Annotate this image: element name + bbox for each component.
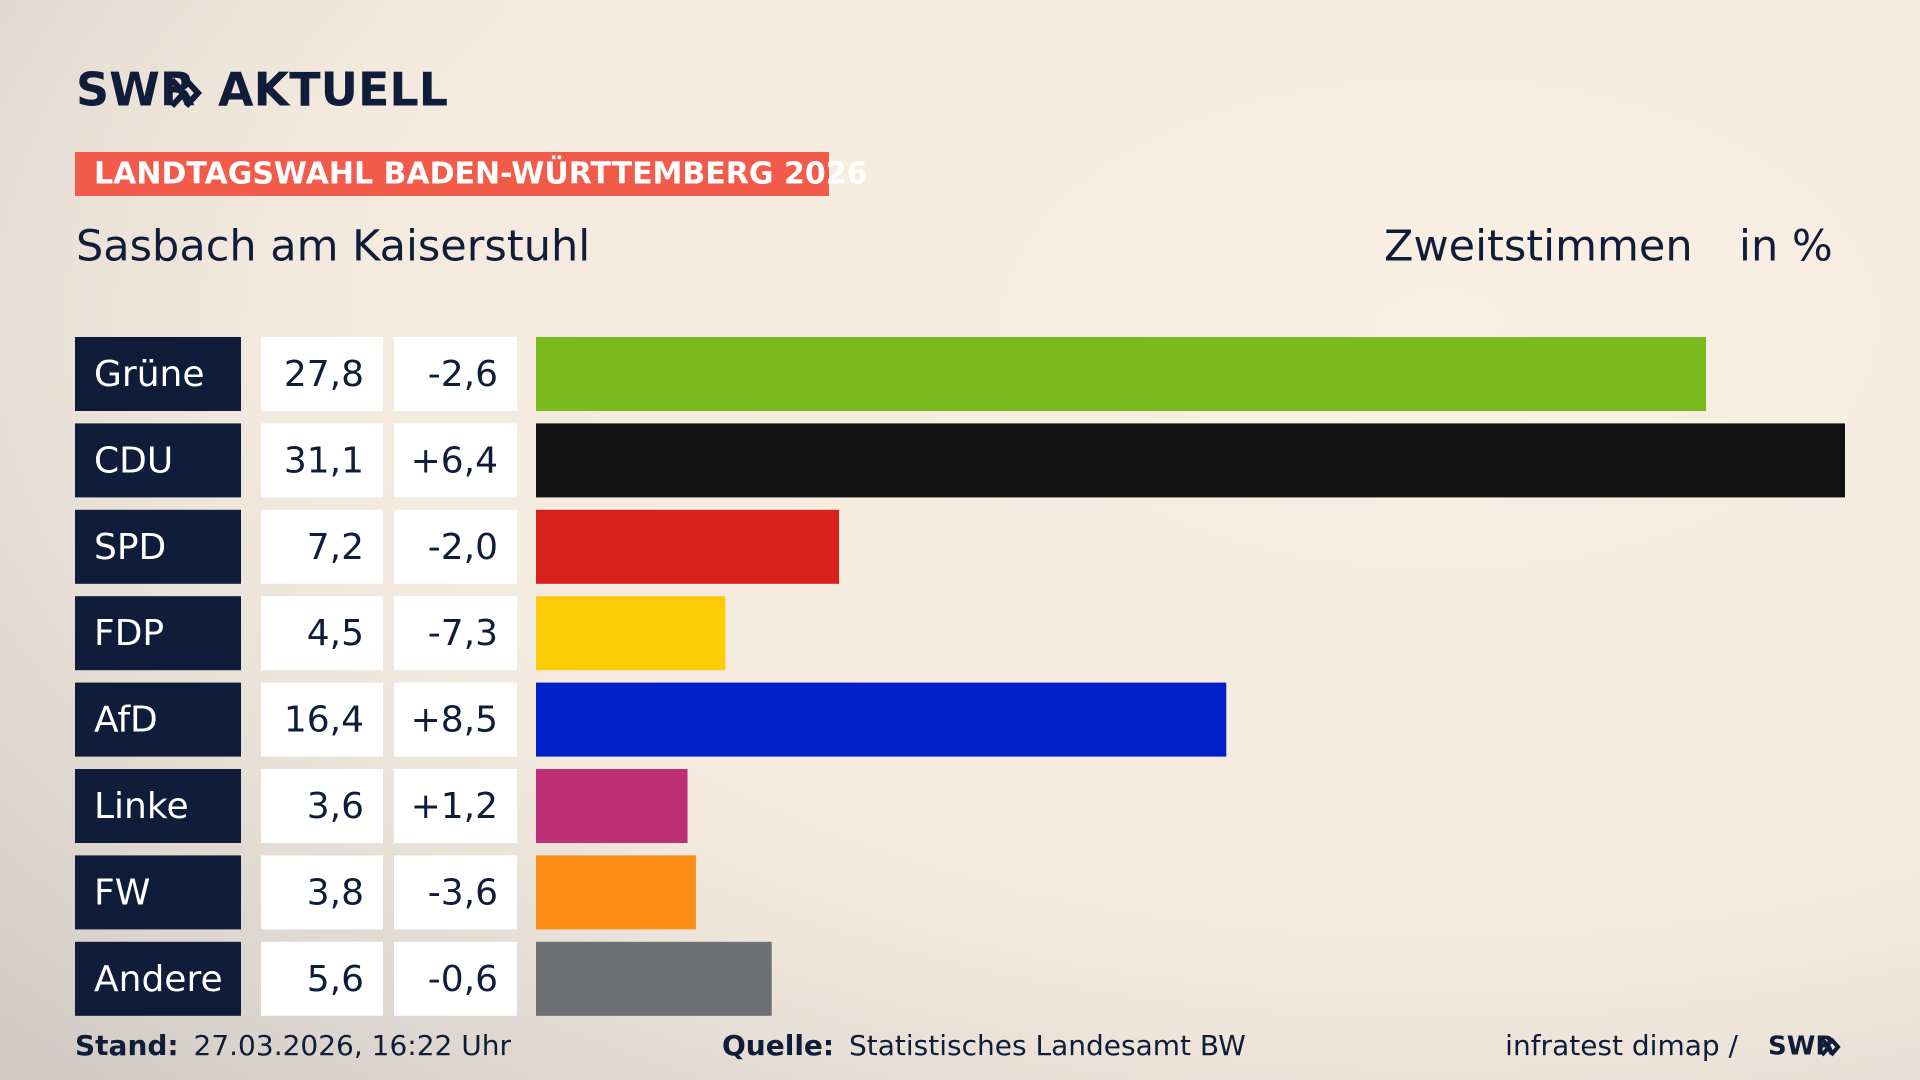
change-label: -2,0	[428, 527, 498, 568]
value-label: 7,2	[307, 527, 364, 568]
party-cell	[75, 682, 241, 757]
bar	[536, 682, 1227, 757]
party-cell	[75, 941, 241, 1016]
change-cell	[394, 855, 517, 930]
credit-chevrons	[1820, 1037, 1841, 1057]
value-cell	[261, 941, 383, 1016]
value-label: 16,4	[284, 700, 364, 741]
source: Quelle: Statistisches Landesamt BW	[722, 1029, 1246, 1062]
change-cell	[394, 682, 517, 757]
change-label: -3,6	[428, 872, 498, 913]
party-label: AfD	[94, 700, 158, 741]
value-cell	[261, 509, 383, 584]
change-cell	[394, 596, 517, 671]
banner	[75, 152, 829, 196]
party-cell	[75, 509, 241, 584]
value-cell	[261, 596, 383, 671]
stand-label: Stand:	[75, 1029, 179, 1062]
logo-swr: SWR	[76, 63, 195, 117]
location: Sasbach am Kaiserstuhl	[76, 222, 590, 272]
party-label: Linke	[94, 786, 189, 827]
party-cell	[75, 337, 241, 411]
change-cell	[394, 769, 517, 843]
value-label: 3,8	[307, 872, 364, 913]
change-cell	[394, 941, 517, 1016]
party-label: FDP	[94, 613, 164, 654]
value-cell	[261, 337, 383, 411]
value-label: 5,6	[307, 959, 364, 1000]
value-label: 4,5	[307, 613, 364, 654]
value-cell	[261, 855, 383, 930]
bar	[536, 769, 688, 843]
change-label: -0,6	[428, 959, 498, 1000]
bar	[536, 596, 726, 671]
change-label: +1,2	[411, 786, 498, 827]
bar	[536, 337, 1707, 411]
source-value: Statistisches Landesamt BW	[849, 1029, 1246, 1062]
party-label: CDU	[94, 440, 173, 481]
credit-brand: SWR	[1768, 1032, 1835, 1062]
banner-text: LANDTAGSWAHL BADEN-WÜRTTEMBERG 2026	[94, 155, 867, 192]
bar	[536, 941, 772, 1016]
party-label: Andere	[94, 959, 223, 1000]
party-cell	[75, 769, 241, 843]
value-cell	[261, 423, 383, 498]
logo-chevrons	[169, 77, 203, 109]
party-cell	[75, 855, 241, 930]
stand-value: 27.03.2026, 16:22 Uhr	[194, 1029, 512, 1062]
bar	[536, 423, 1845, 498]
change-label: -2,6	[428, 354, 498, 395]
bar	[536, 509, 840, 584]
unit-label: in %	[1739, 222, 1833, 272]
change-label: +8,5	[411, 700, 498, 741]
credit: infratest dimap /	[1505, 1029, 1738, 1062]
change-label: +6,4	[411, 440, 498, 481]
value-label: 31,1	[284, 440, 364, 481]
party-label: Grüne	[94, 354, 204, 395]
change-cell	[394, 337, 517, 411]
value-cell	[261, 769, 383, 843]
party-cell	[75, 596, 241, 671]
value-label: 27,8	[284, 354, 364, 395]
source-label: Quelle:	[722, 1029, 834, 1062]
value-label: 3,6	[307, 786, 364, 827]
bar	[536, 855, 696, 930]
logo-aktuell: AKTUELL	[218, 63, 448, 117]
measure-label: Zweitstimmen	[1384, 222, 1693, 272]
party-label: FW	[94, 872, 150, 913]
party-cell	[75, 423, 241, 498]
change-cell	[394, 509, 517, 584]
party-label: SPD	[94, 527, 166, 568]
change-cell	[394, 423, 517, 498]
value-cell	[261, 682, 383, 757]
change-label: -7,3	[428, 613, 498, 654]
stand: Stand: 27.03.2026, 16:22 Uhr	[75, 1029, 511, 1062]
